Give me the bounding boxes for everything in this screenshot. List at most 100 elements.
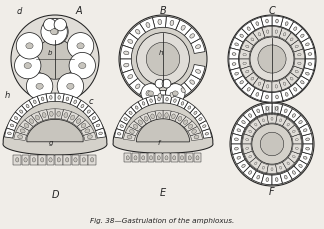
Ellipse shape [99,132,102,135]
Ellipse shape [128,75,133,79]
Polygon shape [125,107,136,118]
Polygon shape [16,126,29,135]
Polygon shape [304,59,315,70]
Ellipse shape [50,111,53,116]
Ellipse shape [295,70,298,73]
Ellipse shape [249,130,251,133]
Bar [124,153,131,163]
Polygon shape [244,151,256,163]
Ellipse shape [255,162,257,165]
Polygon shape [276,162,287,173]
Ellipse shape [240,81,243,84]
Circle shape [26,73,53,99]
Ellipse shape [14,117,18,120]
Polygon shape [257,115,268,126]
Ellipse shape [246,45,249,48]
Polygon shape [302,134,313,144]
Ellipse shape [196,156,199,160]
Ellipse shape [235,72,238,75]
Circle shape [41,19,67,45]
Ellipse shape [135,84,140,89]
Text: D: D [51,190,59,200]
Polygon shape [29,96,40,107]
Polygon shape [262,81,272,92]
Ellipse shape [301,34,304,37]
Ellipse shape [52,29,59,35]
Polygon shape [295,76,309,90]
Ellipse shape [242,164,245,167]
Polygon shape [175,113,186,124]
Ellipse shape [32,158,36,162]
Polygon shape [25,115,38,127]
Polygon shape [291,40,303,52]
Ellipse shape [240,34,243,37]
Polygon shape [190,107,201,118]
Ellipse shape [276,19,278,23]
Polygon shape [272,16,283,27]
Circle shape [228,15,316,103]
Ellipse shape [295,147,298,149]
Ellipse shape [280,166,282,169]
Text: Fig. 38—Gastrulation of the amphioxus.: Fig. 38—Gastrulation of the amphioxus. [90,218,234,224]
Bar [22,155,29,165]
Polygon shape [249,119,261,131]
Polygon shape [294,49,305,59]
Polygon shape [241,83,255,96]
Circle shape [238,26,306,93]
Ellipse shape [275,106,278,110]
Bar [55,155,63,165]
Text: C: C [269,6,275,16]
Polygon shape [294,160,307,173]
Polygon shape [19,120,33,131]
Ellipse shape [237,129,241,132]
Ellipse shape [292,171,295,174]
Polygon shape [301,37,314,50]
Polygon shape [116,121,127,131]
Ellipse shape [235,43,238,46]
Polygon shape [301,68,314,81]
Polygon shape [147,111,157,122]
Polygon shape [55,93,64,102]
Circle shape [42,19,68,45]
Ellipse shape [135,106,138,109]
Bar [147,153,155,163]
Ellipse shape [303,129,307,132]
Ellipse shape [65,158,69,162]
Polygon shape [295,28,309,42]
Ellipse shape [266,95,268,99]
Ellipse shape [126,156,129,160]
Ellipse shape [166,97,168,101]
Polygon shape [77,100,88,112]
Polygon shape [180,117,192,127]
Ellipse shape [271,168,273,171]
Circle shape [141,84,160,103]
Polygon shape [241,22,255,35]
Circle shape [162,79,171,88]
Ellipse shape [124,51,129,55]
Polygon shape [279,28,291,41]
Ellipse shape [20,110,23,113]
Ellipse shape [29,119,34,123]
Polygon shape [184,74,200,91]
Ellipse shape [58,95,61,99]
Polygon shape [294,115,307,128]
Polygon shape [279,77,291,90]
Polygon shape [61,109,72,121]
Ellipse shape [294,88,297,91]
Text: d: d [16,7,22,16]
Text: A: A [76,6,83,16]
Polygon shape [249,158,261,169]
Ellipse shape [284,175,287,179]
Ellipse shape [158,113,161,118]
Ellipse shape [276,95,278,99]
Polygon shape [77,120,90,131]
Ellipse shape [199,118,202,120]
Polygon shape [272,81,282,92]
Polygon shape [243,166,257,179]
Polygon shape [253,28,265,41]
Polygon shape [262,26,272,37]
Ellipse shape [120,125,123,128]
Polygon shape [3,100,107,155]
Polygon shape [46,93,55,102]
Ellipse shape [266,30,269,33]
